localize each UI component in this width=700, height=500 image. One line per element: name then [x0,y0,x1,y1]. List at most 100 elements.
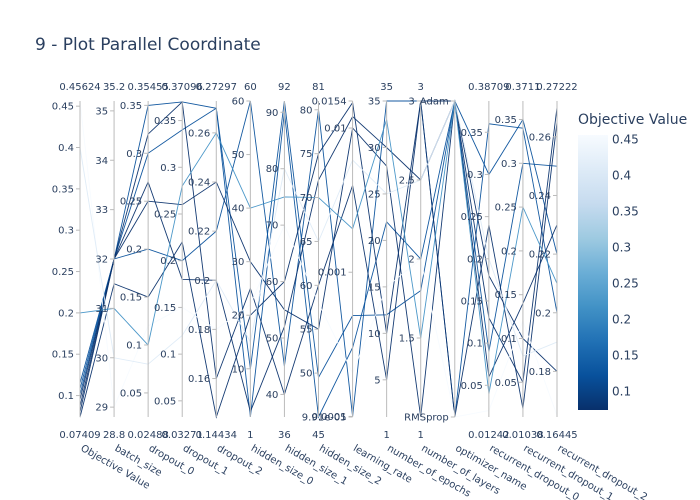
tick-label: RMSprop [404,413,449,424]
tick-label: 0.26 [529,132,551,143]
tick-label: 31 [95,304,108,315]
axis-min-label: 0.14434 [196,430,237,441]
tick-label: 0.25 [461,212,483,223]
tick-label: 0.18 [188,325,210,336]
tick-label: 35 [95,106,108,117]
tick-label: 0.26 [188,128,210,139]
axis-max-label: 3 [418,82,424,93]
tick-label: 35 [368,97,381,108]
axis-min-label: 0.02488 [127,430,168,441]
tick-label: 0.35 [120,101,142,112]
colorbar-tick: 0.4 [612,168,631,182]
tick-label: 0.2 [467,254,483,265]
axis-min-label: 0.07409 [59,430,100,441]
tick-label: 0.15 [120,293,142,304]
tick-label: 0.2 [58,308,74,319]
tick-label: 0.3 [467,170,483,181]
colorbar-tick: 0.1 [612,384,631,398]
tick-label: 0.25 [52,267,74,278]
tick-label: 0.15 [461,296,483,307]
axis-max-label: 0.45624 [59,82,100,93]
tick-label: 0.22 [188,227,210,238]
tick-label: 9.91e-05 [302,413,347,424]
tick-label: 20 [368,236,381,247]
tick-label: 0.0001 [312,412,347,423]
tick-label: 80 [266,164,279,175]
axis-dropout-0[interactable]: 0.050.10.150.20.250.30.350.354550.02488d… [120,82,196,478]
tick-label: 2.5 [399,176,415,187]
tick-label: 10 [232,364,245,375]
axis-dropout-2[interactable]: 0.160.180.20.220.240.260.272970.14434dro… [188,82,264,478]
tick-label: 0.3 [126,149,142,160]
tick-label: 20 [232,311,245,322]
axis-min-label: 0.01242 [468,430,509,441]
axis-max-label: 0.27222 [536,82,577,93]
tick-label: 2 [408,255,414,266]
tick-label: 90 [266,108,279,119]
tick-label: 0.15 [52,350,74,361]
axis-max-label: 81 [312,82,325,93]
tick-label: 32 [95,255,108,266]
tick-label: 0.3 [501,159,517,170]
tick-label: 0.25 [154,210,176,221]
colorbar-title: Objective Value [578,112,687,128]
axis-max-label: 35.2 [103,82,125,93]
axis-min-label: 1 [383,430,389,441]
colorbar-gradient [578,135,608,410]
colorbar-tick: 0.25 [612,276,639,290]
tick-label: 30 [95,353,108,364]
tick-label: 0.15 [154,303,176,314]
axis-max-label: 0.35455 [127,82,168,93]
axis-min-label: 1 [247,430,253,441]
axes: 0.10.150.20.250.30.350.40.450.456240.074… [52,82,649,500]
tick-label: 50 [300,369,313,380]
colorbar: Objective Value 0.1 0.15 0.2 0.25 0.3 0.35 0.4… [578,112,687,410]
axis-max-label: 0.27297 [196,82,237,93]
tick-label: 0.1 [501,334,517,345]
tick-label: 0.0154 [312,97,347,108]
tick-label: 30 [232,257,245,268]
tick-label: 50 [266,334,279,345]
tick-label: 0.24 [188,177,210,188]
axis-min-label: 45 [312,430,325,441]
tick-label: 0.24 [529,191,551,202]
tick-label: 0.18 [529,367,551,378]
tick-label: 0.35 [495,115,517,126]
axis-max-label: 35 [380,82,393,93]
tick-label: 0.25 [120,197,142,208]
tick-label: 0.45 [52,102,74,113]
tick-label: Adam [420,97,449,108]
tick-label: 75 [300,149,313,160]
tick-label: 34 [95,156,108,167]
colorbar-tick: 0.3 [612,240,631,254]
tick-label: 0.4 [58,143,74,154]
tick-label: 0.15 [495,290,517,301]
colorbar-tick: 0.15 [612,348,639,362]
tick-label: 0.1 [58,391,74,402]
tick-label: 5 [374,375,380,386]
tick-label: 0.3 [58,226,74,237]
tick-label: 80 [300,105,313,116]
tick-label: 0.35 [52,184,74,195]
tick-label: 0.05 [495,378,517,389]
tick-label: 55 [300,325,313,336]
colorbar-tick: 0.45 [612,132,639,146]
tick-label: 0.25 [495,203,517,214]
tick-label: 0.1 [126,340,142,351]
tick-label: 10 [368,329,381,340]
tick-label: 0.2 [535,308,551,319]
tick-label: 0.35 [461,128,483,139]
tick-label: 70 [266,221,279,232]
tick-label: 15 [368,282,381,293]
tick-label: 60 [300,281,313,292]
tick-label: 25 [368,189,381,200]
tick-label: 40 [266,390,279,401]
tick-label: 0.3 [160,163,176,174]
tick-label: 0.35 [154,116,176,127]
chart-title: 9 - Plot Parallel Coordinate [35,35,261,55]
tick-label: 70 [300,193,313,204]
tick-label: 50 [232,150,245,161]
tick-label: 65 [300,237,313,248]
axis-min-label: 0.16445 [536,430,577,441]
